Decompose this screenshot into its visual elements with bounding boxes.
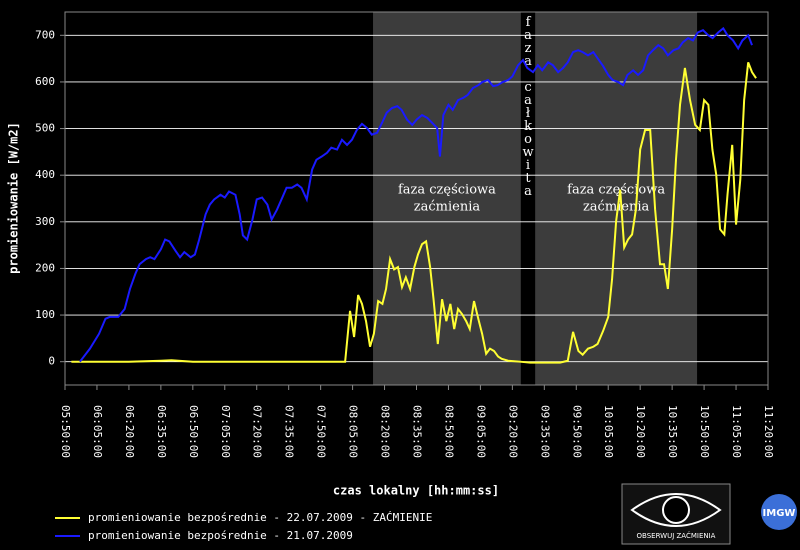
y-tick-label: 200: [35, 261, 55, 274]
x-tick-label: 08:35:00: [411, 405, 424, 458]
plot-area: faza częściowa zaćmienia faza całkowita faz…: [65, 12, 768, 385]
x-tick-label: 07:05:00: [219, 405, 232, 458]
x-tick-label: 05:50:00: [59, 405, 72, 458]
logo-text: OBSERWUJ ZAĆMIENIA: [637, 531, 716, 540]
legend-label: promieniowanie bezpośrednie - 22.07.2009…: [88, 511, 432, 524]
x-tick-label: 09:35:00: [538, 405, 551, 458]
x-tick-label: 06:05:00: [91, 405, 104, 458]
phase-label: zaćmienia: [414, 200, 481, 215]
x-tick-label: 11:20:00: [762, 405, 775, 458]
y-tick-label: 300: [35, 215, 55, 228]
y-tick-label: 500: [35, 122, 55, 135]
phase-label: faza częściowa: [398, 183, 496, 198]
x-axis-label: czas lokalny [hh:mm:ss]: [333, 484, 499, 498]
phase-region: [373, 12, 521, 385]
phase-region: [520, 12, 536, 385]
x-tick-label: 08:50:00: [442, 405, 455, 458]
x-tick-label: 06:35:00: [155, 405, 168, 458]
logo-text: IMGW: [763, 508, 796, 519]
x-tick-label: 06:50:00: [187, 405, 200, 458]
x-tick-label: 06:20:00: [123, 405, 136, 458]
logo-pupil: [662, 496, 690, 524]
y-tick-label: 100: [35, 308, 55, 321]
plot-border: [64, 11, 769, 386]
x-tick-label: 08:05:00: [347, 405, 360, 458]
x-tick-label: 10:05:00: [602, 405, 615, 458]
y-tick-label: 400: [35, 168, 55, 181]
y-tick-label: 600: [35, 75, 55, 88]
logo-eye-shape: [630, 493, 722, 527]
x-tick-label: 10:20:00: [634, 405, 647, 458]
logo-imgw-circle: [761, 494, 797, 530]
y-tick-label: 0: [48, 355, 55, 368]
x-tick-label: 10:50:00: [698, 405, 711, 458]
x-tick-label: 09:05:00: [474, 405, 487, 458]
legend-label: promieniowanie bezpośrednie - 21.07.2009: [88, 529, 353, 542]
phase-label: zaćmienia: [583, 200, 650, 215]
phase-label: faza całkowita: [521, 15, 536, 197]
x-tick-label: 07:35:00: [283, 405, 296, 458]
x-tick-label: 08:20:00: [379, 405, 392, 458]
y-tick-label: 700: [35, 28, 55, 41]
x-tick-label: 07:20:00: [251, 405, 264, 458]
x-tick-label: 09:50:00: [570, 405, 583, 458]
x-tick-label: 09:20:00: [506, 405, 519, 458]
phase-region: [535, 12, 698, 385]
logo-eye: [621, 483, 797, 545]
x-tick-label: 11:05:00: [730, 405, 743, 458]
y-axis-label: promieniowanie [W/m2]: [7, 122, 21, 274]
x-tick-label: 10:35:00: [666, 405, 679, 458]
phase-label: faza częściowa: [567, 183, 665, 198]
x-tick-label: 07:50:00: [315, 405, 328, 458]
series-line: [79, 26, 753, 363]
series-line: [71, 61, 757, 364]
